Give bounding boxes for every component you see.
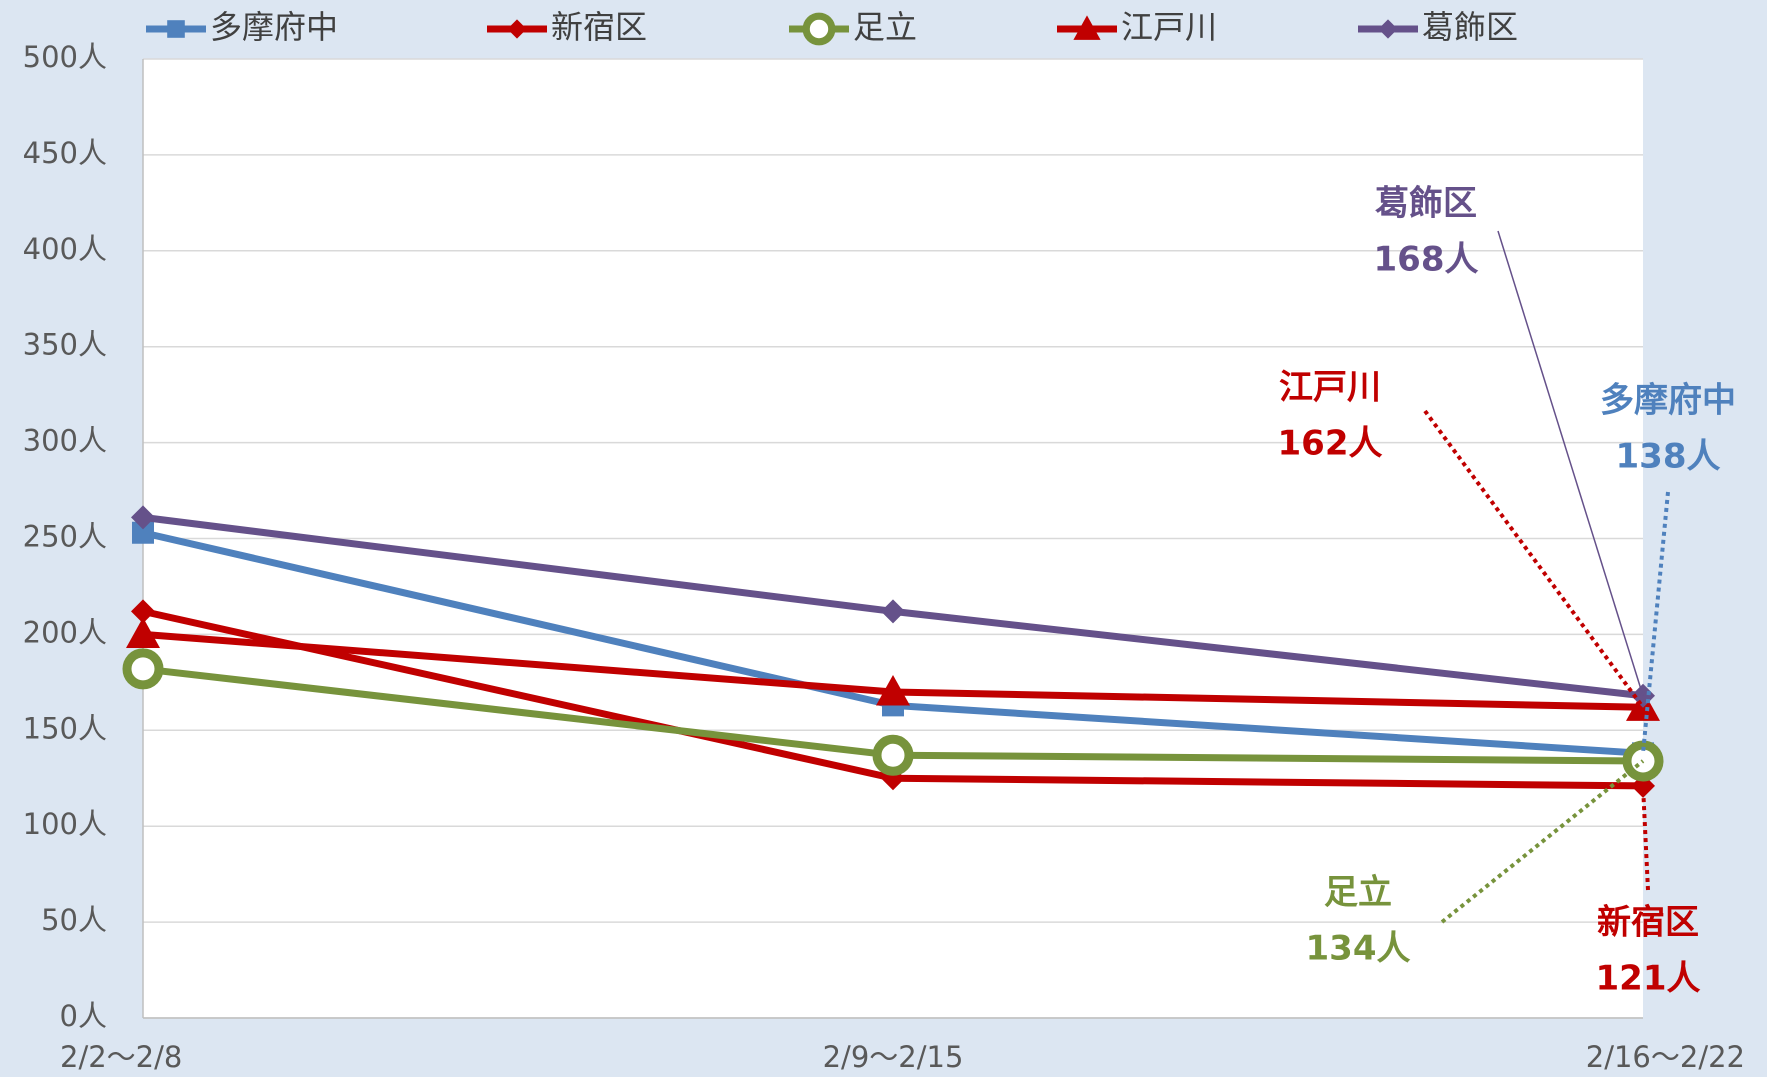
- marker: [122, 648, 164, 690]
- annotation-name: 新宿区: [1597, 903, 1699, 943]
- leader-line: [1641, 491, 1670, 754]
- legend-marker: [1378, 19, 1398, 39]
- x-tick-label: 2/16～2/22: [1586, 1040, 1745, 1074]
- marker: [872, 734, 914, 776]
- y-tick-label: 400人: [23, 232, 107, 266]
- legend-label: 新宿区: [551, 8, 647, 46]
- y-tick-label: 0人: [60, 999, 107, 1033]
- x-tick-label: 2/9～2/15: [823, 1040, 964, 1074]
- annotation-name: 葛飾区: [1375, 184, 1477, 224]
- data-label: 162人: [1278, 424, 1383, 464]
- legend-marker: [1073, 15, 1101, 40]
- y-tick-label: 350人: [23, 328, 107, 362]
- legend-label: 多摩府中: [210, 8, 338, 46]
- y-tick-label: 200人: [23, 615, 107, 649]
- data-label: 121人: [1596, 959, 1701, 999]
- legend-marker: [167, 20, 185, 38]
- data-label: 138人: [1616, 437, 1721, 477]
- leader-line: [1423, 409, 1645, 709]
- marker: [131, 599, 155, 624]
- marker: [126, 617, 160, 648]
- data-label: 134人: [1306, 929, 1411, 969]
- y-tick-label: 500人: [23, 40, 107, 74]
- annotation-name: 江戸川: [1279, 368, 1381, 408]
- marker: [131, 505, 155, 530]
- legend-label: 足立: [853, 8, 917, 46]
- y-tick-label: 450人: [23, 136, 107, 170]
- y-tick-label: 50人: [41, 903, 107, 937]
- legend-label: 葛飾区: [1422, 8, 1518, 46]
- leader-line: [1497, 230, 1644, 696]
- legend-marker: [507, 19, 527, 39]
- annotation-name: 多摩府中: [1600, 381, 1736, 421]
- marker: [881, 599, 905, 624]
- y-tick-label: 100人: [23, 807, 107, 841]
- y-tick-label: 150人: [23, 711, 107, 745]
- legend-marker: [802, 12, 836, 46]
- y-tick-label: 300人: [23, 424, 107, 458]
- marker: [876, 674, 910, 706]
- leader-line: [1440, 759, 1645, 924]
- annotation-name: 足立: [1324, 873, 1392, 913]
- marker: [132, 521, 154, 544]
- data-label: 168人: [1374, 240, 1479, 280]
- legend-label: 江戸川: [1121, 8, 1217, 46]
- y-tick-label: 250人: [23, 520, 107, 554]
- x-tick-label: 2/2～2/8: [60, 1040, 182, 1074]
- leader-line: [1641, 785, 1650, 891]
